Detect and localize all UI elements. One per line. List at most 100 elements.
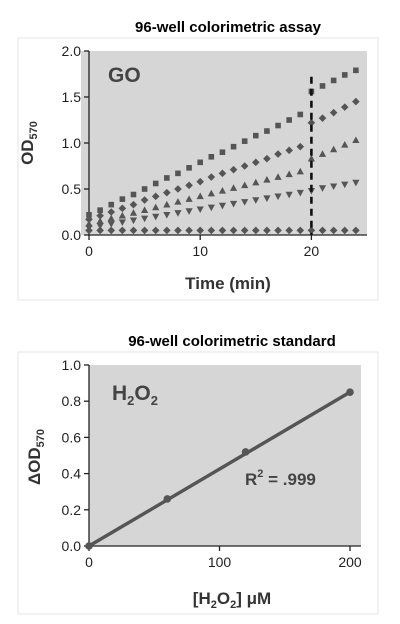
data-point-square xyxy=(164,175,170,181)
data-points xyxy=(85,388,354,550)
x-axis-label: Time (min) xyxy=(185,274,271,293)
data-point-diamond xyxy=(163,188,171,197)
x-tick-labels: 0 100 200 xyxy=(85,554,362,570)
x-axis-label: [H2O2] μM xyxy=(193,589,271,611)
data-point-diamond xyxy=(263,226,271,235)
x-tick-label: 20 xyxy=(304,243,320,259)
data-point-square xyxy=(97,207,103,213)
data-point-diamond xyxy=(329,226,338,235)
data-point-triangle-down xyxy=(229,200,238,208)
data-point-diamond xyxy=(118,226,127,235)
data-point-triangle-up xyxy=(96,217,104,224)
y-tick-label: 1.0 xyxy=(62,135,82,151)
data-point-triangle-down xyxy=(163,211,171,219)
data-point-diamond xyxy=(285,146,293,155)
data-point-triangle-up xyxy=(129,209,138,216)
r-squared-label: R2 = .999 xyxy=(245,468,316,489)
data-point-triangle-up xyxy=(141,206,149,213)
plot-area xyxy=(89,365,361,546)
data-point-diamond xyxy=(140,196,149,204)
data-points xyxy=(85,67,360,235)
data-point-triangle-down xyxy=(152,213,160,221)
data-point-diamond xyxy=(129,200,138,209)
data-point-triangle-up xyxy=(352,136,360,144)
x-tick-label: 200 xyxy=(338,554,362,570)
x-tick-label: 0 xyxy=(85,243,93,259)
data-point-square xyxy=(341,72,348,78)
data-point-square xyxy=(275,122,281,129)
data-point-triangle-up xyxy=(196,192,204,200)
data-point-triangle-up xyxy=(341,141,349,148)
y-tick-label: 0.6 xyxy=(62,429,82,445)
chart-title: 96-well colorimetric assay xyxy=(135,19,322,36)
fit-line xyxy=(88,390,351,548)
data-point-diamond xyxy=(229,226,238,235)
y-tick-label: 0.8 xyxy=(62,393,82,409)
axes xyxy=(84,364,361,551)
data-point-diamond xyxy=(151,192,160,201)
y-axis-label: OD570 xyxy=(18,121,40,165)
data-point-diamond xyxy=(96,226,104,235)
enzyme-label: GO xyxy=(108,64,141,87)
data-point-triangle-down xyxy=(318,185,327,192)
data-point-triangle-down xyxy=(96,223,104,230)
data-point-triangle-up xyxy=(252,178,260,186)
data-point-square xyxy=(152,180,159,187)
data-point-triangle-down xyxy=(285,191,293,199)
data-point-triangle-down xyxy=(129,217,138,225)
data-point-diamond xyxy=(151,226,160,235)
data-point-triangle-up xyxy=(118,211,126,219)
data-point-square xyxy=(197,159,203,166)
data-point-square xyxy=(186,165,192,171)
data-point-triangle-up xyxy=(241,181,249,189)
analyte-label: H2O2 xyxy=(112,382,158,408)
data-point-triangle-up xyxy=(318,150,327,157)
data-point-diamond xyxy=(252,158,260,167)
data-point-diamond xyxy=(329,108,338,117)
data-point-triangle-up xyxy=(107,214,115,222)
data-point-triangle-down xyxy=(207,204,215,212)
data-point-triangle-up xyxy=(207,189,215,197)
data-point-diamond xyxy=(85,215,93,224)
data-point-square xyxy=(86,211,92,218)
standard-chart: 96-well colorimetric standard 0.00.20.40… xyxy=(17,333,379,615)
data-point-diamond xyxy=(207,173,216,181)
data-point-diamond xyxy=(307,226,316,235)
data-point-triangle-down xyxy=(241,199,249,206)
data-point-triangle-down xyxy=(218,202,227,210)
data-point-triangle-up xyxy=(274,173,282,180)
data-point-square xyxy=(141,186,148,192)
data-point-diamond xyxy=(185,226,193,235)
data-point-square xyxy=(241,138,248,144)
data-point-diamond xyxy=(352,97,360,106)
data-point-diamond xyxy=(196,177,204,186)
data-point-square xyxy=(119,196,126,202)
data-point-square xyxy=(175,170,181,177)
data-point-diamond xyxy=(174,185,182,193)
y-tick-labels: 0.0 0.2 0.4 0.6 0.8 1.0 xyxy=(62,357,82,554)
data-point-diamond xyxy=(340,103,349,111)
data-point-square xyxy=(208,154,215,160)
data-point-diamond xyxy=(218,169,227,178)
data-point-triangle-down xyxy=(141,215,149,223)
data-point-diamond xyxy=(352,226,360,235)
data-point-diamond xyxy=(318,114,327,122)
data-point-diamond xyxy=(207,226,216,235)
data-point-triangle-down xyxy=(196,206,204,214)
data-point xyxy=(163,495,172,503)
data-point xyxy=(346,388,354,396)
data-point-diamond xyxy=(274,226,282,235)
axes xyxy=(84,50,367,240)
assay-chart: 96-well colorimetric assay 0.0 0.5 1.0 1.5 2… xyxy=(17,19,379,301)
data-point-triangle-down xyxy=(296,189,304,197)
data-point-triangle-down xyxy=(352,179,360,187)
data-point-diamond xyxy=(296,142,305,151)
data-point-square xyxy=(319,83,326,89)
data-point-triangle-up xyxy=(285,170,293,178)
y-tick-label: 0.0 xyxy=(62,227,82,243)
data-point-triangle-up xyxy=(296,167,304,175)
data-point-square xyxy=(130,191,137,198)
data-point-triangle-up xyxy=(330,145,338,153)
data-point-triangle-up xyxy=(307,154,315,162)
data-point-diamond xyxy=(218,226,227,235)
